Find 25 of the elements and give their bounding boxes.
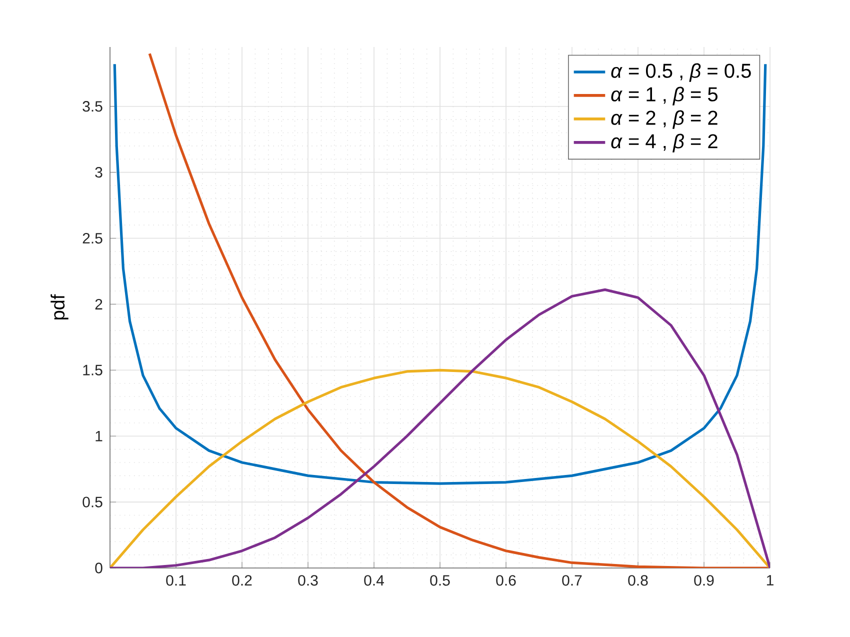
x-tick-label: 0.4 [364, 575, 384, 586]
line-series [148, 52, 770, 568]
line-series [113, 62, 767, 485]
y-tick-label: 0 [95, 562, 102, 574]
x-tick-label: 0.6 [496, 575, 516, 586]
legend-label: α = 0.5 , β = 0.5 [611, 63, 751, 82]
x-tick-label: 0.5 [430, 575, 450, 586]
y-tick-label: 3.5 [82, 101, 102, 112]
x-tick-label: 0.1 [166, 575, 186, 586]
y-tick-label: 2 [95, 298, 102, 310]
x-tick-label: 0.2 [232, 575, 252, 586]
y-tick-label: 3 [95, 166, 102, 178]
legend-label: α = 1 , β = 5 [611, 86, 718, 106]
y-tick-label: 1.5 [83, 364, 102, 376]
y-tick-label: 2.5 [82, 232, 102, 244]
x-tick-label: 0.8 [628, 575, 648, 586]
x-tick-label: 0.3 [298, 575, 318, 586]
y-tick-label: 0.5 [82, 496, 102, 508]
x-tick-label: 0.9 [694, 575, 714, 586]
x-tick-label: 1 [766, 575, 774, 586]
legend-label: α = 4 , β = 2 [611, 134, 718, 152]
legend-label: α = 2 , β = 2 [611, 110, 718, 129]
x-tick-label: 0.7 [562, 575, 582, 586]
y-tick-label: 1 [96, 430, 102, 442]
y-axis-title: pdf [50, 294, 68, 320]
